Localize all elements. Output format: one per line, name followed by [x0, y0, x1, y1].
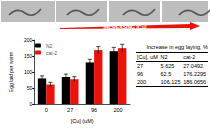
svg-text:100: 100 — [24, 69, 33, 75]
html-text:Increase in egg laying, %: Increase in egg laying, % — [146, 44, 208, 50]
svg-text:50: 50 — [27, 85, 33, 91]
svg-text:0: 0 — [29, 101, 32, 107]
svg-text:[Cu] (uM): [Cu] (uM) — [71, 118, 94, 124]
svg-text:150: 150 — [24, 53, 33, 59]
html-text:5.625: 5.625 — [160, 63, 175, 69]
html-text:106.125 186.0656: 106.125 186.0656 — [160, 79, 207, 85]
svg-text:Egg laid per worm: Egg laid per worm — [8, 52, 14, 92]
html-text:[Cu], uM N2: [Cu], uM N2 — [137, 54, 168, 60]
svg-text:N2: N2 — [46, 43, 53, 49]
html-text:27: 27 — [137, 63, 144, 69]
svg-text:0: 0 — [45, 107, 48, 113]
html-text:27.0492: 27.0492 — [183, 63, 204, 69]
svg-text:96: 96 — [91, 107, 97, 113]
html-text:cat-2: cat-2 — [183, 54, 196, 60]
svg-text:200: 200 — [24, 37, 33, 43]
svg-text:27: 27 — [67, 107, 73, 113]
html-text:62.5: 62.5 — [160, 71, 172, 77]
html-text:96: 96 — [137, 71, 144, 77]
html-text:200: 200 — [137, 79, 147, 85]
svg-text:INCREASING [Cu]: INCREASING [Cu] — [104, 24, 147, 30]
svg-text:200: 200 — [113, 107, 122, 113]
svg-text:cat-2: cat-2 — [46, 50, 57, 56]
html-text:176.2295: 176.2295 — [183, 71, 207, 77]
